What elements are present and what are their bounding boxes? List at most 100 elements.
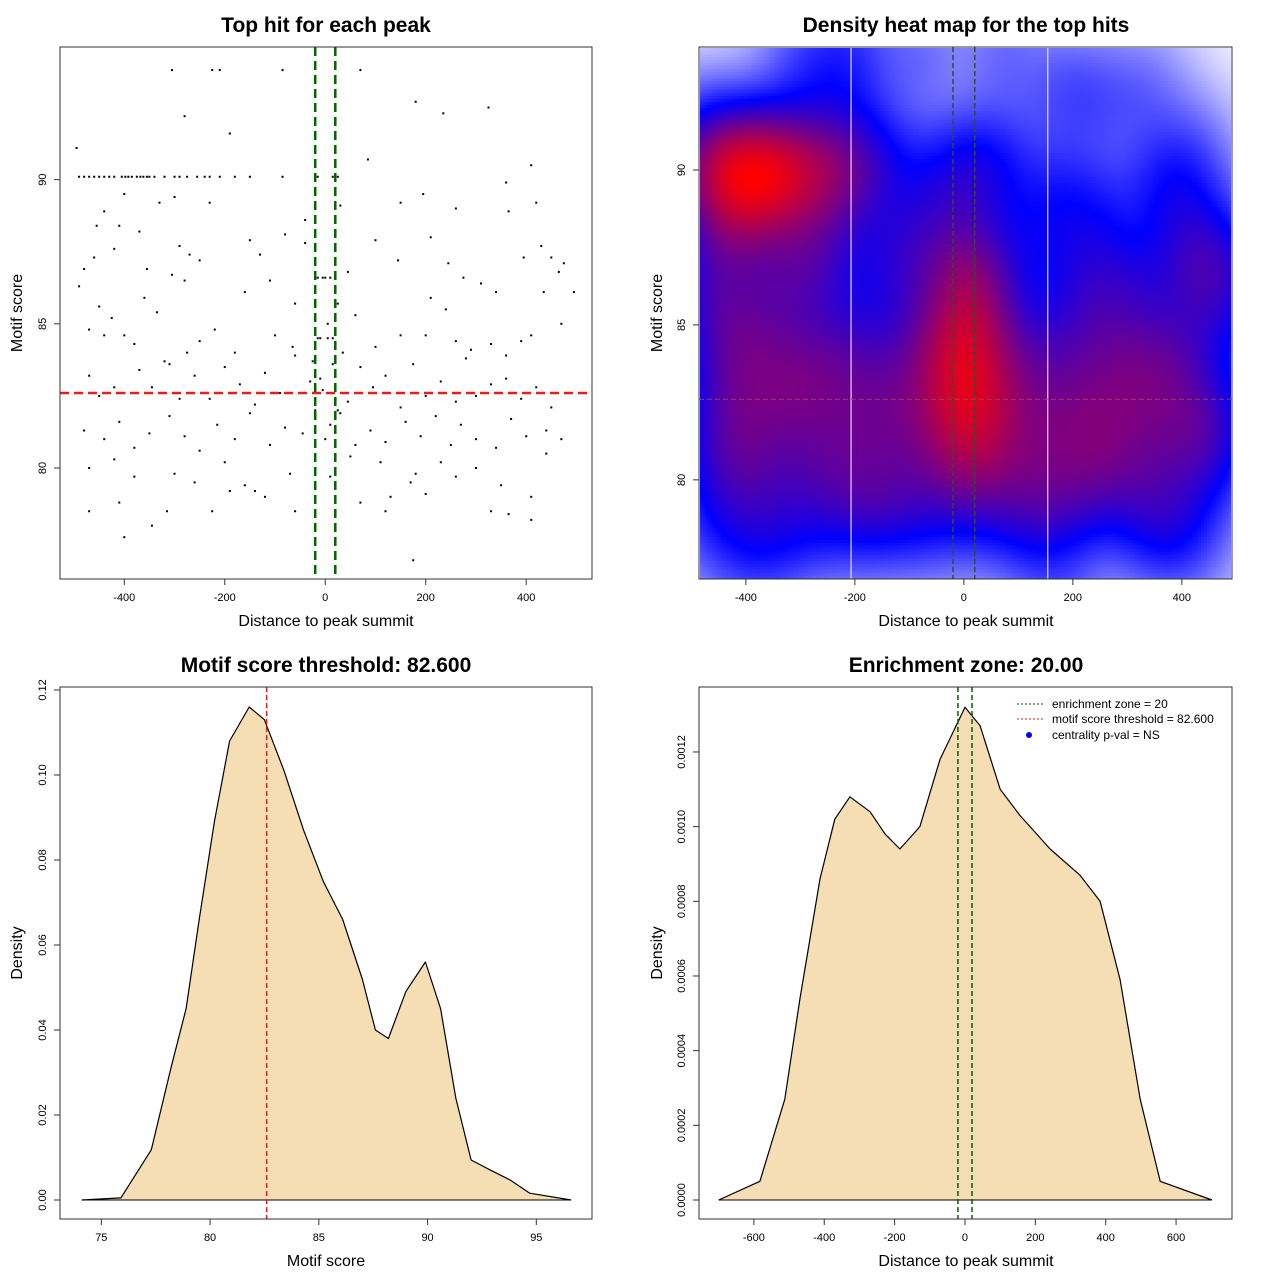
data-point <box>268 443 271 446</box>
data-point <box>389 495 392 498</box>
data-point <box>346 270 349 273</box>
data-point <box>183 279 186 282</box>
data-point <box>434 415 437 418</box>
data-point <box>228 132 231 135</box>
y-tick-label: 0.08 <box>37 849 49 870</box>
data-point <box>173 472 176 475</box>
data-point <box>399 201 402 204</box>
data-point <box>412 363 415 366</box>
data-point <box>193 481 196 484</box>
data-point <box>258 253 261 256</box>
data-point <box>359 69 362 72</box>
data-point <box>522 256 525 259</box>
data-point <box>168 363 171 366</box>
data-point <box>198 259 201 262</box>
density-area <box>81 707 572 1201</box>
data-point <box>83 175 86 178</box>
plot-frame <box>698 46 1233 580</box>
legend-label-centrality: centrality p-val = NS <box>1052 728 1160 742</box>
y-axis-label-heatmap: Motif score <box>649 274 666 352</box>
score-density-panel: 75 80 85 90 95 0.00 0.02 0.04 0.06 0.08 0.10 0.12 <box>37 679 593 1244</box>
data-point <box>414 472 417 475</box>
data-point <box>311 360 314 363</box>
data-point <box>572 291 575 294</box>
y-tick-label: 0.0010 <box>676 810 688 844</box>
data-point <box>309 380 312 383</box>
data-point <box>562 262 565 265</box>
data-point <box>414 100 417 103</box>
y-tick-label: 0.0012 <box>676 735 688 769</box>
data-point <box>442 112 445 115</box>
data-point <box>354 314 357 317</box>
data-point <box>507 210 510 213</box>
x-tick-label: -200 <box>884 1232 906 1244</box>
data-point <box>103 438 106 441</box>
data-point <box>142 175 145 178</box>
data-point <box>108 175 111 178</box>
y-axis-label-score-density: Density <box>9 926 26 979</box>
data-point <box>474 394 477 397</box>
data-point <box>216 423 219 426</box>
data-point <box>354 443 357 446</box>
data-point <box>198 449 201 452</box>
x-tick-label: -200 <box>844 592 866 604</box>
data-point <box>304 242 307 245</box>
data-point <box>186 351 189 354</box>
data-point <box>143 296 146 299</box>
data-point <box>158 201 161 204</box>
data-point <box>444 308 447 311</box>
data-point <box>98 175 101 178</box>
data-point <box>248 175 251 178</box>
data-point <box>153 175 156 178</box>
data-point <box>424 394 427 397</box>
data-point <box>124 175 127 178</box>
data-point <box>384 441 387 444</box>
data-point <box>183 115 186 118</box>
data-point <box>520 340 523 343</box>
data-point <box>186 175 189 178</box>
data-point <box>75 146 78 149</box>
data-point <box>93 256 96 259</box>
data-point <box>138 230 141 233</box>
data-point <box>294 302 297 305</box>
data-point <box>178 244 181 247</box>
data-point <box>294 354 297 357</box>
data-point <box>123 193 126 196</box>
data-point <box>454 340 457 343</box>
chart-title-heatmap: Density heat map for the top hits <box>803 14 1130 37</box>
data-point <box>530 164 533 167</box>
x-tick-label: 75 <box>95 1232 107 1244</box>
x-tick-label: -200 <box>214 592 236 604</box>
data-point <box>281 175 284 178</box>
data-point <box>208 175 211 178</box>
data-point <box>560 438 563 441</box>
data-point <box>336 175 339 178</box>
data-point <box>530 518 533 521</box>
data-point <box>384 510 387 513</box>
y-tick-label: 0.0002 <box>676 1108 688 1142</box>
data-point <box>218 175 221 178</box>
data-point <box>223 366 226 369</box>
data-point <box>379 461 382 464</box>
data-point <box>138 368 141 371</box>
data-point <box>103 210 106 213</box>
data-point <box>83 268 86 271</box>
data-point <box>98 394 101 397</box>
data-point <box>454 400 457 403</box>
data-point <box>118 224 121 227</box>
data-point <box>550 406 553 409</box>
data-point <box>198 340 201 343</box>
data-point <box>331 363 334 366</box>
data-point <box>331 337 334 340</box>
data-point <box>263 371 266 374</box>
data-point <box>449 443 452 446</box>
x-axis-label-distance-density: Distance to peak summit <box>878 1253 1054 1270</box>
data-point <box>349 455 352 458</box>
x-axis-label-heatmap: Distance to peak summit <box>878 613 1054 630</box>
data-point <box>88 466 91 469</box>
x-tick-label: 85 <box>313 1232 325 1244</box>
data-point <box>329 475 332 478</box>
data-point <box>218 69 221 72</box>
x-tick-label: 200 <box>1026 1232 1044 1244</box>
data-point <box>409 481 412 484</box>
